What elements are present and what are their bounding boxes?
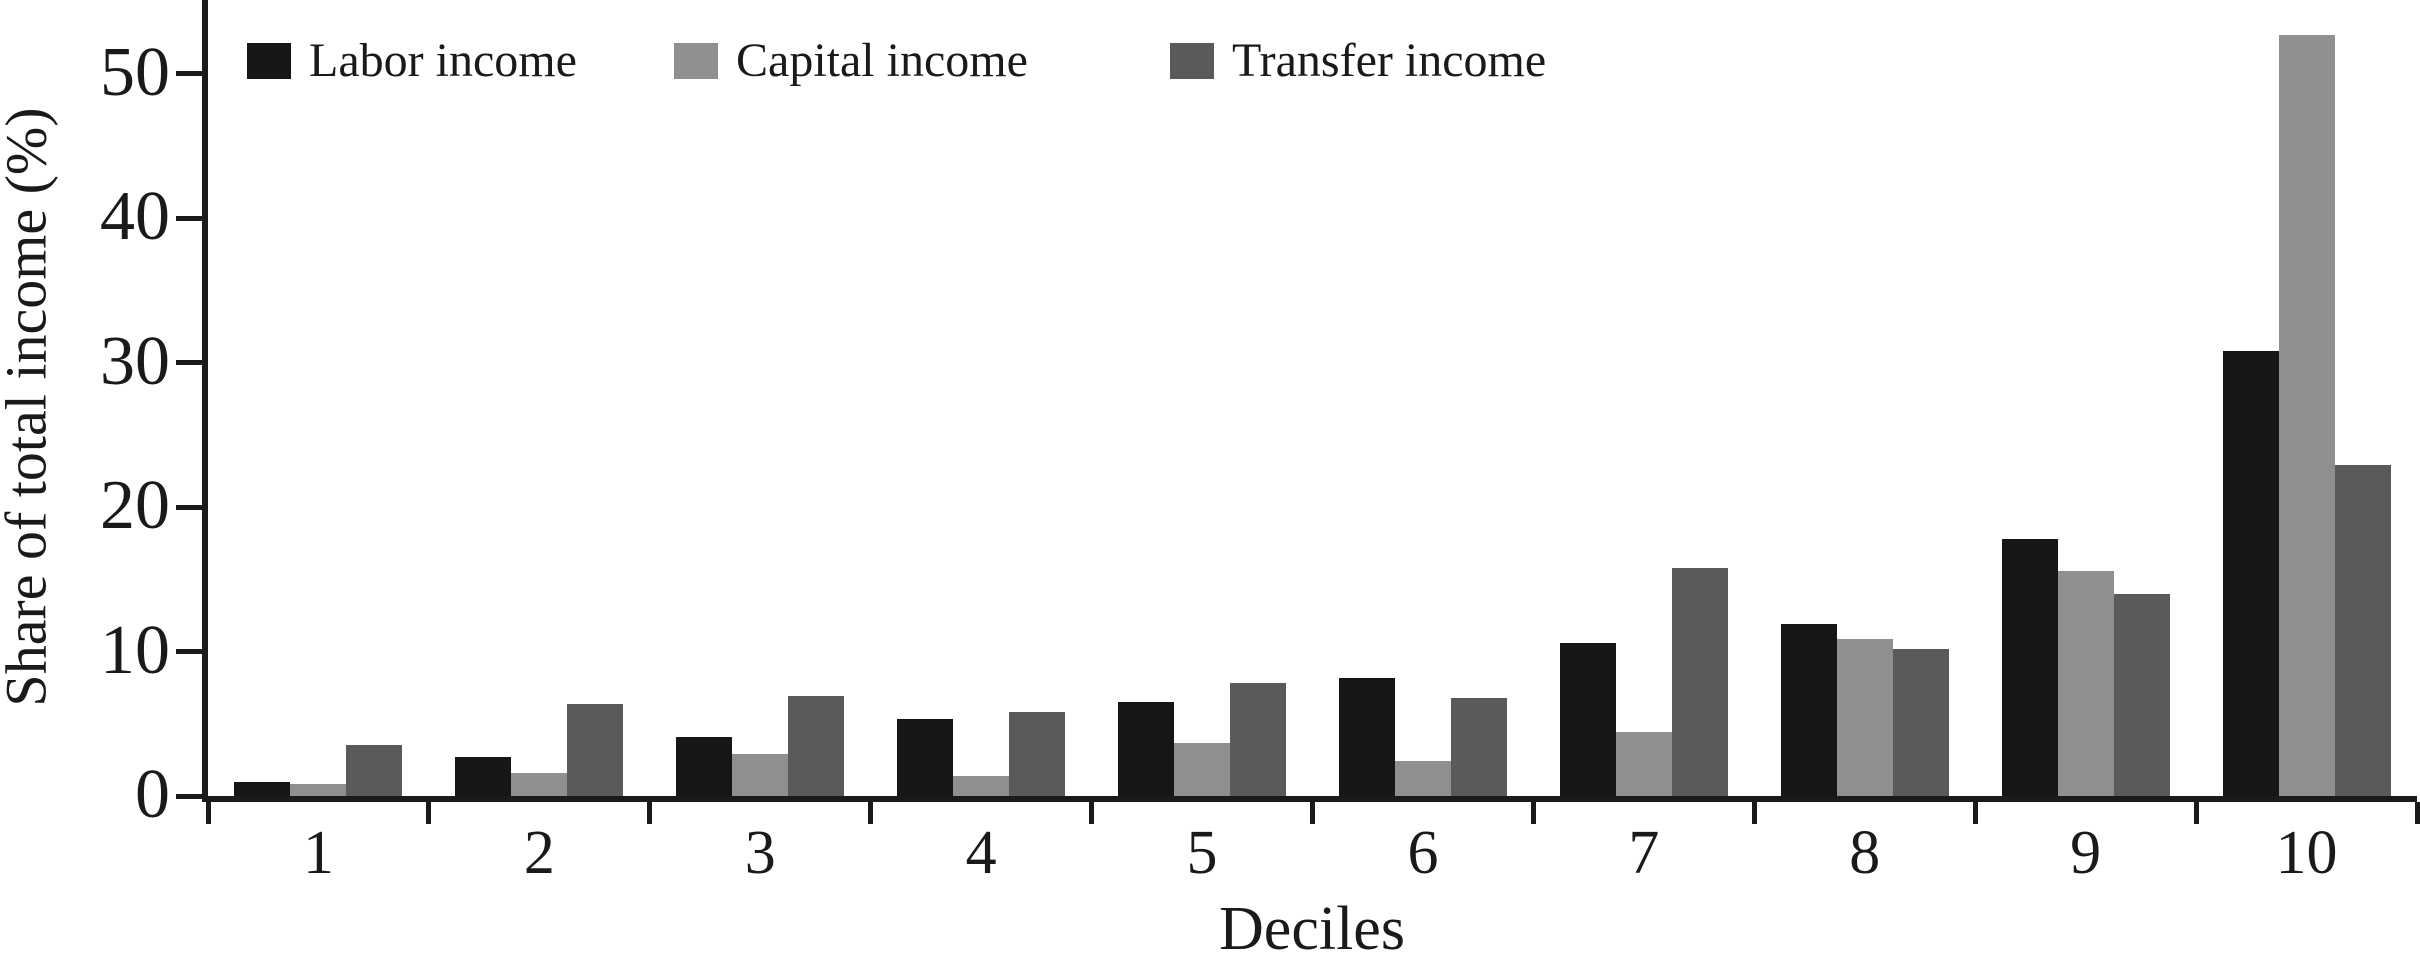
bar-capital-income-decile-4	[953, 775, 1010, 796]
bar-capital-income-decile-9	[2057, 570, 2114, 796]
x-axis-title: Deciles	[1219, 895, 1405, 963]
bar-labor-income-decile-2	[455, 757, 512, 796]
bar-transfer-income-decile-3	[788, 696, 845, 796]
x-tick-label-10: 10	[2275, 819, 2338, 887]
x-tick-10	[2414, 802, 2420, 824]
y-tick-label-20: 20	[100, 467, 170, 545]
x-tick-label-4: 4	[965, 819, 997, 887]
y-tick-30	[176, 360, 202, 366]
y-tick-label-40: 40	[100, 178, 170, 256]
bar-capital-income-decile-1	[290, 784, 347, 796]
x-tick-label-8: 8	[1849, 819, 1881, 887]
bar-labor-income-decile-7	[1559, 642, 1616, 796]
legend-swatch-labor-income	[247, 43, 291, 79]
y-tick-50	[176, 71, 202, 77]
bar-capital-income-decile-6	[1394, 761, 1451, 796]
bar-transfer-income-decile-8	[1892, 648, 1949, 796]
legend-item-labor-income: Labor income	[247, 24, 577, 98]
bar-capital-income-decile-2	[511, 772, 568, 796]
bar-transfer-income-decile-2	[567, 703, 624, 796]
legend-label-capital-income: Capital income	[736, 34, 1028, 87]
bar-capital-income-decile-8	[1836, 638, 1893, 796]
bar-capital-income-decile-10	[2278, 34, 2335, 796]
legend-label-transfer-income: Transfer income	[1232, 34, 1547, 87]
x-tick-9	[2193, 802, 2199, 824]
bar-capital-income-decile-5	[1174, 742, 1231, 796]
x-tick-6	[1530, 802, 1536, 824]
legend-item-capital-income: Capital income	[674, 24, 1028, 98]
y-tick-0	[176, 793, 202, 799]
y-tick-10	[176, 649, 202, 655]
y-tick-label-10: 10	[100, 611, 170, 689]
x-tick-1	[426, 802, 432, 824]
bar-labor-income-decile-9	[2001, 538, 2058, 796]
bar-labor-income-decile-1	[234, 781, 291, 796]
bar-capital-income-decile-7	[1615, 732, 1672, 796]
bar-labor-income-decile-4	[897, 719, 954, 796]
x-tick-4	[1089, 802, 1095, 824]
legend-label-labor-income: Labor income	[309, 34, 577, 87]
bar-labor-income-decile-5	[1118, 702, 1175, 796]
x-tick-label-3: 3	[744, 819, 776, 887]
bar-labor-income-decile-10	[2222, 351, 2279, 796]
x-tick-label-2: 2	[523, 819, 555, 887]
plot-area	[176, 0, 2420, 824]
bar-transfer-income-decile-7	[1671, 567, 1728, 796]
bar-transfer-income-decile-6	[1450, 697, 1507, 796]
y-tick-label-0: 0	[135, 756, 170, 833]
y-tick-20	[176, 504, 202, 510]
legend-swatch-transfer-income	[1170, 43, 1214, 79]
bar-capital-income-decile-3	[732, 754, 789, 796]
bar-transfer-income-decile-5	[1230, 683, 1287, 796]
x-tick-2	[647, 802, 653, 824]
y-tick-label-50: 50	[100, 33, 170, 111]
y-tick-40	[176, 215, 202, 221]
x-tick-label-9: 9	[2070, 819, 2102, 887]
x-tick-label-6: 6	[1407, 819, 1439, 887]
legend-item-transfer-income: Transfer income	[1170, 24, 1546, 98]
x-tick-5	[1310, 802, 1315, 824]
bar-transfer-income-decile-1	[346, 745, 403, 796]
bar-transfer-income-decile-4	[1009, 712, 1066, 796]
y-tick-label-30: 30	[100, 322, 170, 400]
x-tick-0	[205, 802, 211, 824]
x-tick-label-7: 7	[1628, 819, 1660, 887]
x-tick-3	[868, 802, 874, 824]
legend-swatch-capital-income	[674, 43, 718, 79]
bar-labor-income-decile-3	[676, 736, 733, 796]
x-tick-label-5: 5	[1186, 819, 1218, 887]
x-tick-label-1: 1	[302, 819, 334, 887]
bar-labor-income-decile-8	[1780, 624, 1837, 796]
bar-transfer-income-decile-10	[2334, 465, 2391, 796]
bar-labor-income-decile-6	[1338, 677, 1395, 796]
x-tick-8	[1972, 802, 1978, 824]
bar-transfer-income-decile-9	[2113, 593, 2170, 796]
x-tick-7	[1751, 802, 1757, 824]
